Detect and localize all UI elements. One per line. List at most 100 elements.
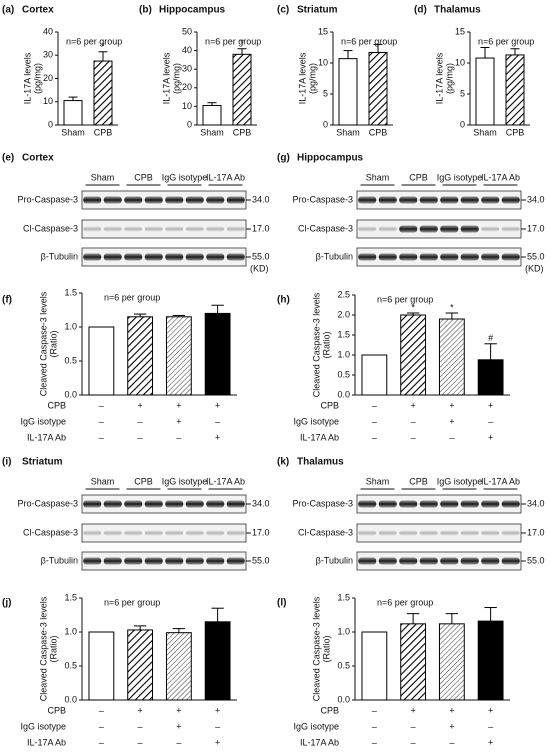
blot-band (358, 500, 377, 508)
blot-band (481, 226, 500, 232)
condition-sign: – (99, 400, 104, 410)
blot-band (165, 557, 184, 565)
blot-band (165, 500, 184, 508)
condition-sign: + (488, 432, 493, 442)
condition-sign: – (99, 721, 104, 731)
mw-label: 34.0 (252, 498, 270, 508)
blot-band (226, 196, 245, 204)
annotation: n=6 per group (104, 292, 160, 302)
condition-label: CPB (320, 705, 339, 715)
annotation: n=6 per group (205, 36, 261, 46)
blot-band (206, 226, 225, 232)
group-label: IL-17A Ab (206, 476, 245, 486)
blot-band (83, 196, 102, 204)
blot-band (419, 530, 438, 536)
y-axis-label: Cleaved Caspase-3 levels (38, 291, 48, 396)
blot-band (358, 226, 377, 232)
y-tick-label: 15 (318, 26, 328, 36)
condition-sign: + (449, 705, 454, 715)
row-label: β-Tubulin (316, 555, 353, 565)
bar (361, 631, 388, 701)
bar (477, 620, 504, 701)
blot-band (399, 530, 418, 536)
row-label: Cl-Caspase-3 (298, 223, 353, 233)
condition-sign: + (449, 416, 454, 426)
y-tick-label: 2.5 (337, 289, 350, 299)
y-tick-label: 10 (318, 57, 328, 67)
blot-band (206, 557, 225, 565)
x-tick-label: Sham (61, 127, 85, 137)
y-tick-label: 0.5 (64, 355, 77, 365)
mw-label: 34.0 (252, 194, 270, 204)
blot-band (226, 226, 245, 232)
x-tick-label: CPB (233, 127, 252, 137)
blot-title: Hippocampus (297, 153, 364, 164)
condition-sign: + (410, 400, 415, 410)
blot-band (83, 500, 102, 508)
blot-band (124, 500, 143, 508)
x-tick-label: Sham (336, 127, 360, 137)
annotation: n=6 per group (104, 597, 160, 607)
bar (475, 57, 495, 126)
y-tick-label: 40 (43, 26, 53, 36)
significance-marker: * (101, 41, 105, 51)
blot-band (378, 530, 397, 536)
condition-sign: – (372, 416, 377, 426)
row-label: Pro-Caspase-3 (17, 498, 78, 508)
blot-band (440, 225, 459, 233)
y-tick-label: 5 (460, 88, 465, 98)
group-label: IL-17A Ab (481, 172, 520, 182)
panel-label: (d) (414, 5, 427, 16)
condition-label: IgG isotype (293, 721, 339, 731)
x-tick-label: CPB (506, 127, 525, 137)
annotation: n=6 per group (478, 36, 534, 46)
row-label: Cl-Caspase-3 (23, 527, 78, 537)
y-tick-label: 1.0 (337, 626, 350, 636)
condition-sign: + (176, 400, 181, 410)
blot-band (103, 557, 122, 565)
bar (438, 318, 465, 396)
blot-band (144, 500, 163, 508)
y-tick-label: 30 (182, 64, 192, 74)
mw-label: 55.0 (252, 555, 270, 565)
y-tick-label: 50 (182, 26, 192, 36)
y-axis-label: IL-17A levels (297, 52, 307, 104)
blot-band (440, 557, 459, 565)
chart-title: Cortex (22, 5, 54, 16)
condition-sign: – (99, 737, 104, 747)
condition-label: IgG isotype (20, 416, 66, 426)
row-label: β-Tubulin (316, 251, 353, 261)
group-label: IgG isotype (162, 172, 208, 182)
y-tick-label: 0.5 (337, 660, 350, 670)
group-label: IL-17A Ab (206, 172, 245, 182)
blot-band (185, 196, 204, 204)
mw-label: 34.0 (527, 498, 545, 508)
condition-sign: + (215, 737, 220, 747)
condition-sign: – (372, 432, 377, 442)
y-tick-label: 0 (460, 119, 465, 129)
mw-label: 17.0 (527, 527, 545, 537)
condition-sign: – (372, 705, 377, 715)
blot-band (206, 196, 225, 204)
blot-band (460, 530, 479, 536)
blot-band (185, 500, 204, 508)
group-label: Sham (91, 476, 115, 486)
condition-label: IgG isotype (20, 721, 66, 731)
blot-band (440, 253, 459, 261)
bar (400, 623, 427, 701)
chart-title: Thalamus (434, 5, 481, 16)
annotation: n=6 per group (377, 294, 433, 304)
y-tick-label: 10 (455, 57, 465, 67)
group-label: Sham (366, 172, 390, 182)
panel-label: (j) (2, 598, 11, 609)
blot-band (83, 557, 102, 565)
condition-sign: – (176, 737, 181, 747)
y-tick-label: 0.0 (64, 389, 77, 399)
blot-band (481, 253, 500, 261)
bar (400, 314, 427, 396)
blot-band (481, 557, 500, 565)
mw-label: 55.0 (527, 251, 545, 261)
group-label: IgG isotype (437, 476, 483, 486)
y-axis-label: (Ratio) (48, 330, 58, 357)
y-tick-label: 20 (182, 82, 192, 92)
